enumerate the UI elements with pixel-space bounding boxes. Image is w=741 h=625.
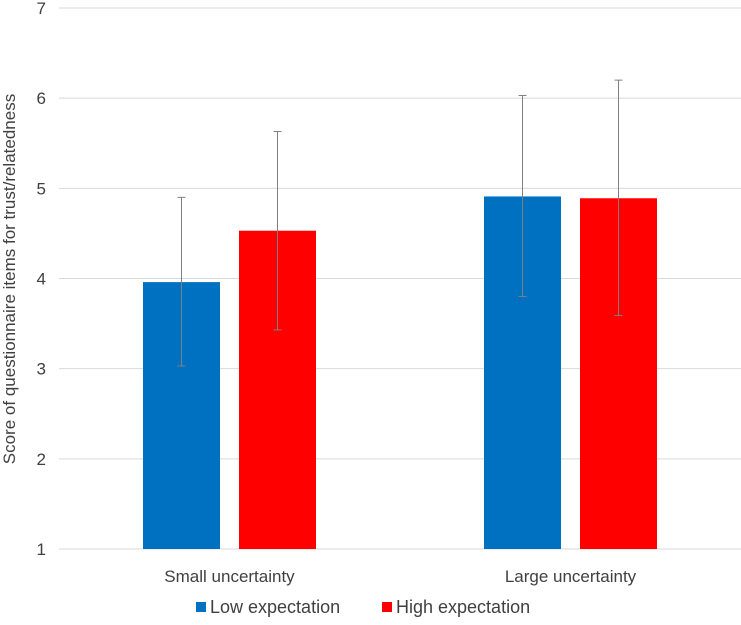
y-tick-label: 2	[37, 450, 46, 469]
y-tick-label: 4	[37, 270, 46, 289]
legend: Low expectation High expectation	[196, 597, 530, 617]
y-tick-label: 3	[37, 360, 46, 379]
y-axis-title: Score of questionnaire items for trust/r…	[0, 94, 19, 464]
x-axis-categories: Small uncertainty Large uncertainty	[164, 567, 636, 586]
legend-swatch	[382, 602, 392, 612]
legend-label: High expectation	[396, 597, 530, 617]
y-tick-label: 7	[37, 0, 46, 18]
legend-swatch	[196, 602, 206, 612]
error-bars	[177, 79, 623, 367]
y-tick-label: 6	[37, 89, 46, 108]
y-axis-ticks: 1 2 3 4 5 6 7	[37, 0, 46, 559]
x-category-label: Large uncertainty	[505, 567, 637, 586]
y-tick-label: 1	[37, 540, 46, 559]
y-tick-label: 5	[37, 179, 46, 198]
legend-label: Low expectation	[210, 597, 340, 617]
x-category-label: Small uncertainty	[164, 567, 295, 586]
bars	[143, 196, 657, 550]
